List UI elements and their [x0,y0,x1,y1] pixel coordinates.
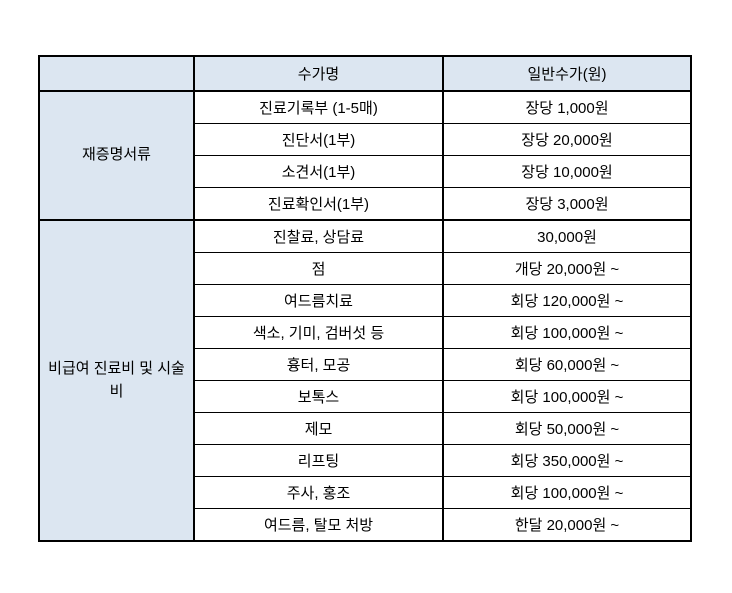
table-row: 진료확인서(1부) 장당 3,000원 [39,187,692,221]
table-row: 비급여 진료비 및 시술비 진찰료, 상담료 30,000원 [38,219,692,542]
group-label-uninsured: 비급여 진료비 및 시술비 [38,219,195,542]
item-price-cell: 회당 50,000원 ~ [442,412,692,445]
item-name-cell: 흉터, 모공 [193,348,444,381]
item-price-cell: 회당 100,000원 ~ [442,380,692,413]
table-row: 여드름, 탈모 처방 한달 20,000원 ~ [39,508,692,542]
item-name-cell: 제모 [193,412,444,445]
item-price-cell: 장당 20,000원 [442,123,692,156]
item-price-cell: 장당 1,000원 [442,90,692,124]
table-row: 보톡스 회당 100,000원 ~ [39,380,692,413]
item-name-cell: 진단서(1부) [193,123,444,156]
item-price-cell: 개당 20,000원 ~ [442,252,692,285]
item-price-cell: 장당 3,000원 [442,187,692,221]
table-row: 진단서(1부) 장당 20,000원 [39,123,692,156]
item-price-cell: 회당 100,000원 ~ [442,476,692,509]
item-name-cell: 주사, 홍조 [193,476,444,509]
table-row: 재증명서류 진료기록부 (1-5매) 장당 1,000원 [38,90,692,221]
table-row: 주사, 홍조 회당 100,000원 ~ [39,476,692,509]
item-price-cell: 회당 60,000원 ~ [442,348,692,381]
item-price-cell: 회당 100,000원 ~ [442,316,692,349]
item-name-cell: 소견서(1부) [193,155,444,188]
table-row: 리프팅 회당 350,000원 ~ [39,444,692,477]
table-row: 소견서(1부) 장당 10,000원 [39,155,692,188]
item-name-cell: 진료기록부 (1-5매) [193,90,444,124]
item-name-cell: 진료확인서(1부) [193,187,444,221]
header-group-cell [38,55,195,92]
header-name-cell: 수가명 [193,55,444,92]
item-price-cell: 회당 350,000원 ~ [442,444,692,477]
item-name-cell: 리프팅 [193,444,444,477]
item-name-cell: 색소, 기미, 검버섯 등 [193,316,444,349]
item-name-cell: 여드름치료 [193,284,444,317]
group-label-documents: 재증명서류 [38,90,195,221]
table-row: 점 개당 20,000원 ~ [39,252,692,285]
item-name-cell: 보톡스 [193,380,444,413]
table-row: 색소, 기미, 검버섯 등 회당 100,000원 ~ [39,316,692,349]
table-row: 흉터, 모공 회당 60,000원 ~ [39,348,692,381]
fee-table: 수가명 일반수가(원) 재증명서류 진료기록부 (1-5매) 장당 1,000원… [38,55,692,542]
item-name-cell: 진찰료, 상담료 [193,219,444,253]
item-price-cell: 30,000원 [442,219,692,253]
item-price-cell: 회당 120,000원 ~ [442,284,692,317]
item-name-cell: 여드름, 탈모 처방 [193,508,444,542]
item-price-cell: 장당 10,000원 [442,155,692,188]
item-name-cell: 점 [193,252,444,285]
table-row: 여드름치료 회당 120,000원 ~ [39,284,692,317]
header-price-cell: 일반수가(원) [442,55,692,92]
item-price-cell: 한달 20,000원 ~ [442,508,692,542]
table-header-row: 수가명 일반수가(원) [38,55,692,92]
